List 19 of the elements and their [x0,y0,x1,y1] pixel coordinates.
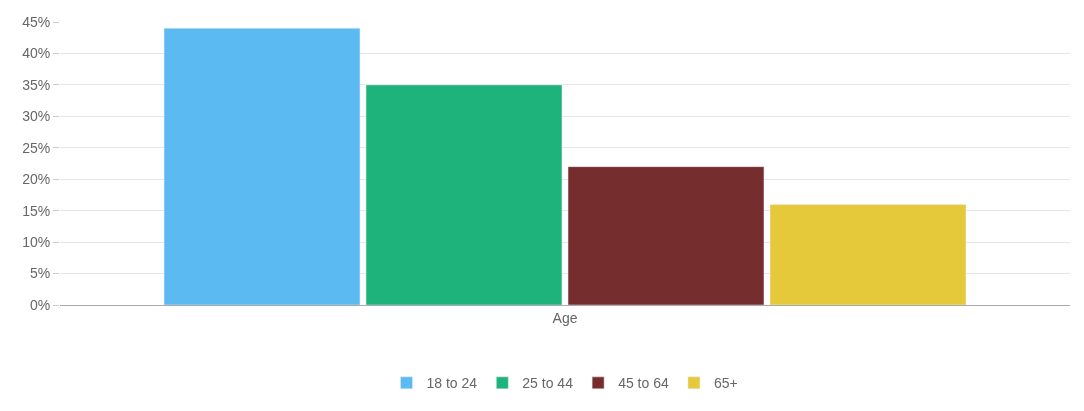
legend-label: 65+ [713,375,738,392]
bar [567,166,765,305]
y-tick-label: 25% [22,139,51,156]
y-tick-label: 30% [22,108,51,125]
y-tick-label: 40% [22,45,51,62]
y-tick-label: 0% [29,296,51,313]
legend-label: 45 to 64 [618,375,669,392]
legend-label: 18 to 24 [426,375,478,392]
y-tick-label: 45% [22,13,51,30]
x-tick-label: Age [552,309,578,326]
y-tick-label: 15% [22,202,51,219]
bar [163,28,361,305]
y-tick-label: 35% [22,76,51,93]
y-tick-label: 20% [22,171,51,188]
bar [365,84,563,305]
y-tick-label: 10% [22,234,51,251]
bar [769,204,967,305]
legend-label: 25 to 44 [522,375,574,392]
y-tick-label: 5% [29,265,51,282]
